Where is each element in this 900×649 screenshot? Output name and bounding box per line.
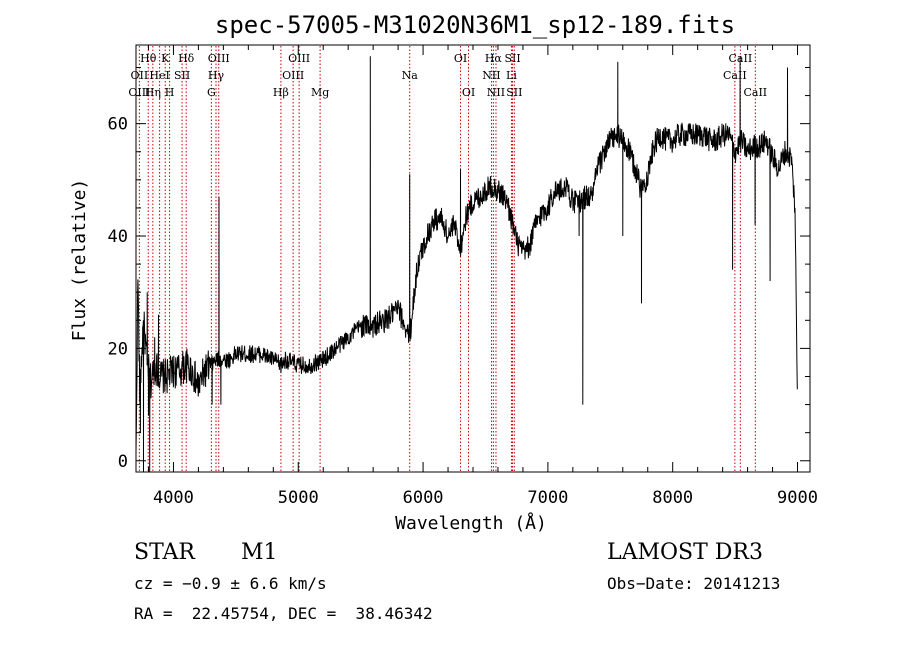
line-label: HeI <box>149 69 169 82</box>
chart-title: spec-57005-M31020N36M1_sp12-189.fits <box>215 11 735 39</box>
line-label: CaII <box>743 86 767 99</box>
y-tick-label: 0 <box>118 452 128 472</box>
x-tick-label: 9000 <box>777 488 818 508</box>
line-label: Mg <box>311 86 329 99</box>
line-label: OIII <box>288 52 310 65</box>
observation-date: Obs−Date: 20141213 <box>607 574 781 593</box>
line-label: K <box>161 52 170 65</box>
line-label: NII <box>487 86 505 99</box>
survey-name: LAMOST DR3 <box>607 540 763 565</box>
spectral-line-labels: Hθ OII OIII K HeI Hη SII H Hδ OIII Hγ G OIII OIII Hβ Mg… <box>128 52 767 99</box>
line-label: Hγ <box>208 69 225 82</box>
line-label: CaII <box>723 69 747 82</box>
x-tick-label: 8000 <box>652 488 693 508</box>
x-tick-label: 5000 <box>278 488 319 508</box>
line-label: H <box>165 86 175 99</box>
line-label: Na <box>402 69 419 82</box>
line-label: Hα <box>485 52 503 65</box>
line-label: Hη <box>145 86 161 99</box>
object-class: STAR <box>134 540 195 565</box>
y-axis-ticks: 0 20 40 60 <box>108 66 810 472</box>
redshift-velocity: cz = −0.9 ± 6.6 km/s <box>134 574 327 593</box>
sky-coordinates: RA = 22.45754, DEC = 38.46342 <box>134 604 433 623</box>
line-label: SII <box>504 52 520 65</box>
line-label: G <box>207 86 216 99</box>
spectrum-series-line <box>135 56 798 473</box>
line-label: OII <box>131 69 149 82</box>
x-axis-label: Wavelength (Å) <box>395 512 547 534</box>
y-tick-label: 40 <box>108 227 128 247</box>
line-label: Hβ <box>273 86 289 99</box>
line-label: NII <box>482 69 500 82</box>
line-label: Hδ <box>178 52 195 65</box>
y-tick-label: 20 <box>108 339 128 359</box>
y-axis-label: Flux (relative) <box>69 179 90 342</box>
line-label: OIII <box>282 69 304 82</box>
line-label: OI <box>462 86 475 99</box>
line-label: SII <box>174 69 190 82</box>
x-tick-label: 6000 <box>403 488 444 508</box>
x-axis-ticks: 4000 5000 6000 7000 8000 9000 <box>147 45 818 508</box>
line-label: OIII <box>128 86 150 99</box>
line-label: Li <box>506 69 517 82</box>
line-label: OI <box>454 52 467 65</box>
line-label: Hθ <box>140 52 157 65</box>
line-label: SII <box>506 86 522 99</box>
x-tick-label: 4000 <box>153 488 194 508</box>
line-label: OIII <box>208 52 230 65</box>
object-subclass: M1 <box>241 540 278 565</box>
x-tick-label: 7000 <box>527 488 568 508</box>
plot-frame <box>135 44 811 473</box>
y-tick-label: 60 <box>108 115 128 135</box>
spectral-line-markers <box>138 46 756 471</box>
